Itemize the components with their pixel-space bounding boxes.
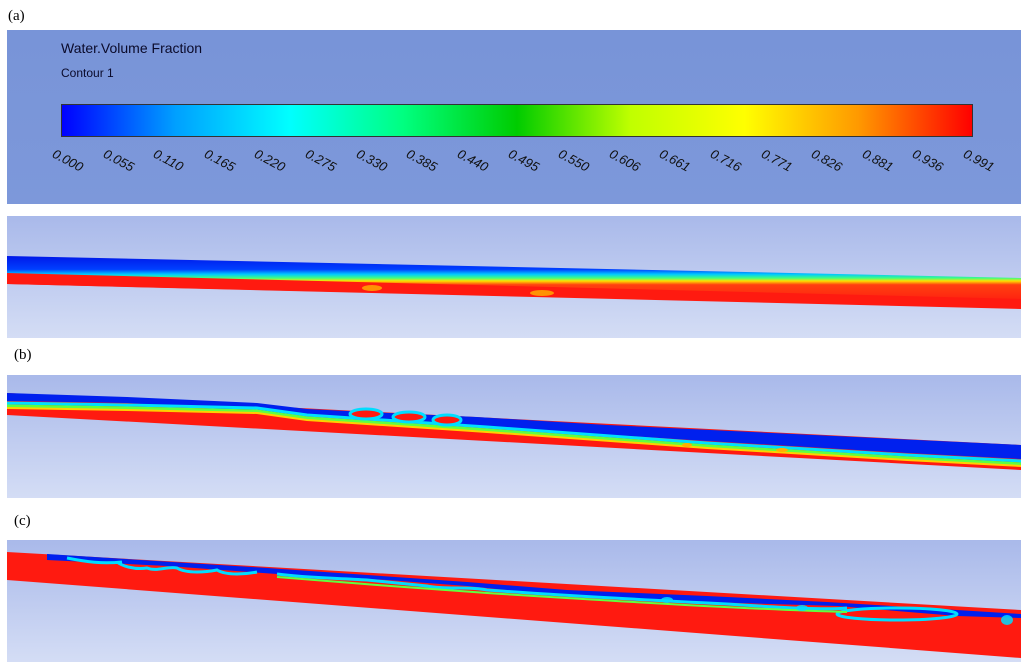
contour-plot-b (7, 375, 1021, 498)
contour-panel-c (7, 540, 1021, 662)
contour-plot-a (7, 216, 1021, 338)
contour-panel-b (7, 375, 1021, 498)
label-a: (a) (8, 8, 25, 24)
label-c: (c) (14, 513, 31, 529)
legend-subtitle: Contour 1 (61, 66, 114, 80)
legend-colorbar (61, 104, 973, 137)
legend-title: Water.Volume Fraction (61, 40, 203, 56)
contour-plot-c (7, 540, 1021, 662)
label-b: (b) (14, 347, 32, 363)
contour-panel-a (7, 216, 1021, 338)
